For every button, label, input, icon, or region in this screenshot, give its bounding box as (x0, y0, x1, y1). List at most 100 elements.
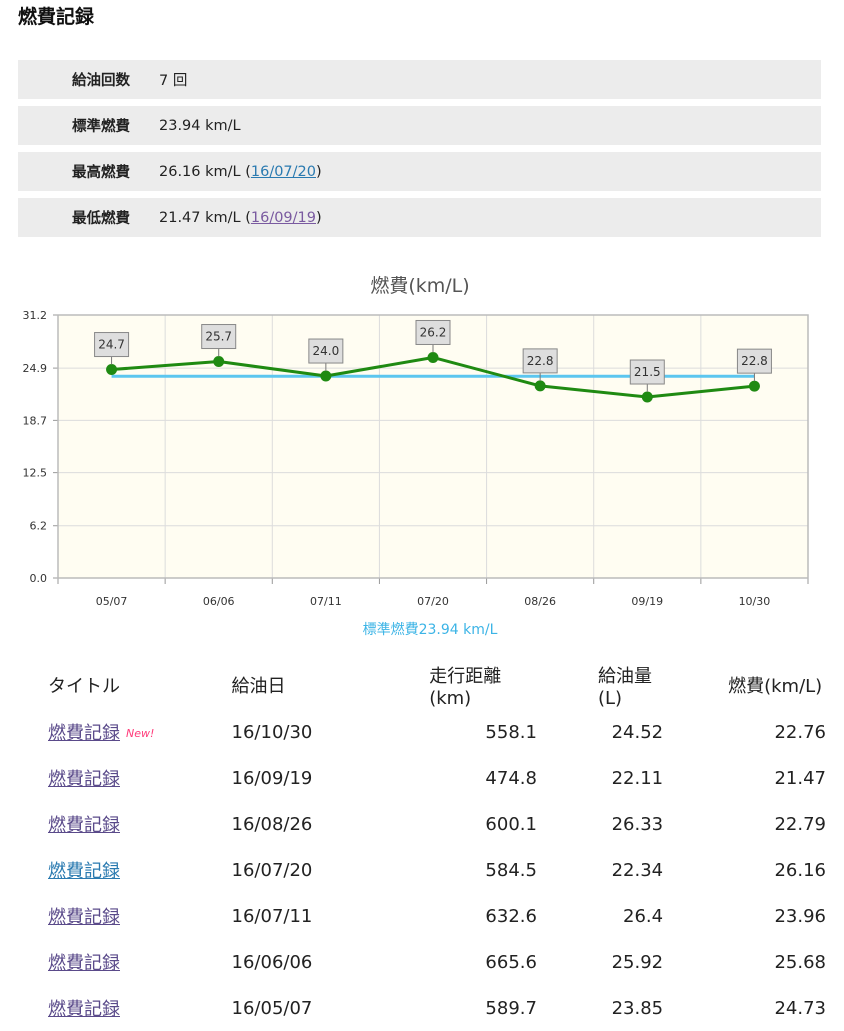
cell-efficiency: 22.79 (774, 813, 826, 835)
header-date: 給油日 (231, 676, 286, 697)
data-label-box (736, 348, 772, 374)
data-label: 24.0 (312, 344, 339, 358)
summary-value-suffix: ) (316, 163, 322, 180)
summary-value-text: 26.16 km/L ( (159, 163, 251, 180)
cell-distance: 584.5 (485, 859, 537, 881)
cell-date: 16/08/26 (231, 813, 313, 835)
record-link[interactable]: 燃費記録 (48, 907, 120, 928)
cell-title: 燃費記録 (30, 939, 232, 985)
cell-efficiency: 23.96 (774, 905, 826, 927)
cell-efficiency: 25.68 (774, 951, 826, 973)
data-point (427, 351, 439, 363)
cell-fuel: 25.92 (611, 951, 664, 973)
x-tick-label: 09/19 (631, 595, 663, 608)
y-tick-label: 0.0 (30, 572, 48, 585)
data-point (748, 380, 760, 392)
cell-date: 16/06/06 (231, 951, 313, 973)
cell-fuel: 26.4 (623, 905, 664, 927)
y-axis: 0.0 6.2 12.5 18.7 24.9 31.2 (23, 309, 58, 585)
summary-row-best-efficiency: 最高燃費 26.16 km/L (16/07/20) (18, 152, 821, 191)
record-link[interactable]: 燃費記録 (48, 769, 120, 790)
table-row: 燃費記録 16/05/07 589.7 23.85 24.73 (30, 985, 826, 1031)
records-table: タイトル 給油日 走行距離(km) 給油量(L) 燃費(km/L) 燃費記録 Ne… (30, 661, 826, 1031)
table-row: 燃費記録 16/07/11 632.6 26.4 23.96 (30, 893, 826, 939)
table-row: 燃費記録 16/06/06 665.6 25.92 25.68 (30, 939, 826, 985)
cell-date: 16/05/07 (231, 997, 313, 1019)
data-label: 24.7 (98, 338, 125, 352)
table-row: 燃費記録 16/09/19 474.8 22.11 21.47 (30, 755, 826, 801)
summary-value: 7 回 (159, 73, 188, 89)
record-link[interactable]: 燃費記録 (48, 815, 120, 836)
data-point (213, 356, 225, 368)
x-axis: 05/07 06/06 07/11 07/20 08/26 09/19 10/30 (57, 578, 809, 608)
table-row: 燃費記録 16/07/20 584.5 22.34 26.16 (30, 847, 826, 893)
summary-value-suffix: ) (316, 209, 322, 226)
summary-row-refuel-count: 給油回数 7 回 (18, 60, 821, 99)
cell-efficiency: 21.47 (774, 767, 826, 789)
table-row: 燃費記録 New! 16/10/30 558.1 24.52 22.76 (30, 709, 826, 755)
record-link[interactable]: 燃費記録 (48, 999, 120, 1020)
cell-title: 燃費記録 (30, 847, 232, 893)
data-label: 22.8 (741, 354, 768, 368)
page-title: 燃費記録 (18, 6, 95, 28)
summary-label: 標準燃費 (72, 119, 130, 135)
cell-distance: 558.1 (485, 721, 537, 743)
data-label: 26.2 (420, 325, 447, 339)
x-tick-label: 07/11 (310, 595, 342, 608)
data-label-box (629, 359, 665, 385)
best-date-link[interactable]: 16/07/20 (250, 163, 316, 180)
cell-distance: 632.6 (485, 905, 537, 927)
summary-row-worst-efficiency: 最低燃費 21.47 km/L (16/09/19) (18, 198, 821, 237)
data-label-box (201, 324, 237, 350)
y-tick-label: 18.7 (23, 414, 48, 427)
cell-distance: 474.8 (485, 767, 537, 789)
x-tick-label: 06/06 (203, 595, 235, 608)
data-label-box (94, 332, 130, 358)
cell-date: 16/07/11 (231, 905, 313, 927)
plot-border (57, 314, 809, 579)
worst-date-link[interactable]: 16/09/19 (250, 209, 316, 226)
summary-panel: 給油回数 7 回 標準燃費 23.94 km/L 最高燃費 26.16 km/L… (18, 60, 821, 244)
chart-title: 燃費(km/L) (370, 275, 469, 297)
data-point (534, 380, 546, 392)
summary-value: 23.94 km/L (159, 117, 241, 134)
summary-label: 最高燃費 (72, 165, 130, 181)
y-tick-label: 6.2 (30, 520, 48, 533)
record-link[interactable]: 燃費記録 (48, 723, 120, 744)
cell-title: 燃費記録 (30, 985, 232, 1031)
summary-value: 26.16 km/L (16/07/20) (159, 164, 322, 180)
new-badge: New! (126, 727, 155, 740)
summary-label: 給油回数 (72, 73, 130, 89)
header-efficiency: 燃費(km/L) (728, 676, 823, 697)
data-label: 22.8 (527, 354, 554, 368)
legend-standard-efficiency: 標準燃費23.94 km/L (363, 621, 498, 638)
cell-date: 16/10/30 (231, 721, 313, 743)
cell-title: 燃費記録 (30, 801, 232, 847)
cell-distance: 600.1 (485, 813, 537, 835)
summary-row-standard-efficiency: 標準燃費 23.94 km/L (18, 106, 821, 145)
cell-fuel: 24.52 (611, 721, 664, 743)
summary-value: 21.47 km/L (16/09/19) (159, 210, 322, 226)
summary-label: 最低燃費 (72, 211, 130, 227)
data-label-box (308, 338, 344, 364)
x-tick-label: 10/30 (739, 595, 771, 608)
cell-title: 燃費記録 (30, 893, 232, 939)
cell-title: 燃費記録 (30, 755, 232, 801)
chart-svg: 燃費(km/L) 0.0 6.2 12.5 18.7 24.9 31.2 05/07 06/… (23, 275, 809, 638)
y-tick-label: 12.5 (23, 467, 48, 480)
x-tick-label: 05/07 (96, 595, 128, 608)
table-header-row: タイトル 給油日 走行距離(km) 給油量(L) 燃費(km/L) (30, 661, 826, 709)
header-title: タイトル (48, 676, 120, 697)
record-link[interactable]: 燃費記録 (48, 953, 120, 974)
data-label-box (522, 348, 558, 374)
cell-distance: 589.7 (485, 997, 537, 1019)
x-tick-label: 08/26 (524, 595, 556, 608)
data-point (106, 364, 118, 376)
cell-distance: 665.6 (485, 951, 537, 973)
cell-fuel: 22.34 (611, 859, 664, 881)
cell-date: 16/07/20 (231, 859, 313, 881)
cell-fuel: 22.11 (611, 767, 664, 789)
cell-efficiency: 26.16 (774, 859, 826, 881)
record-link[interactable]: 燃費記録 (48, 861, 120, 882)
x-tick-label: 07/20 (417, 595, 449, 608)
